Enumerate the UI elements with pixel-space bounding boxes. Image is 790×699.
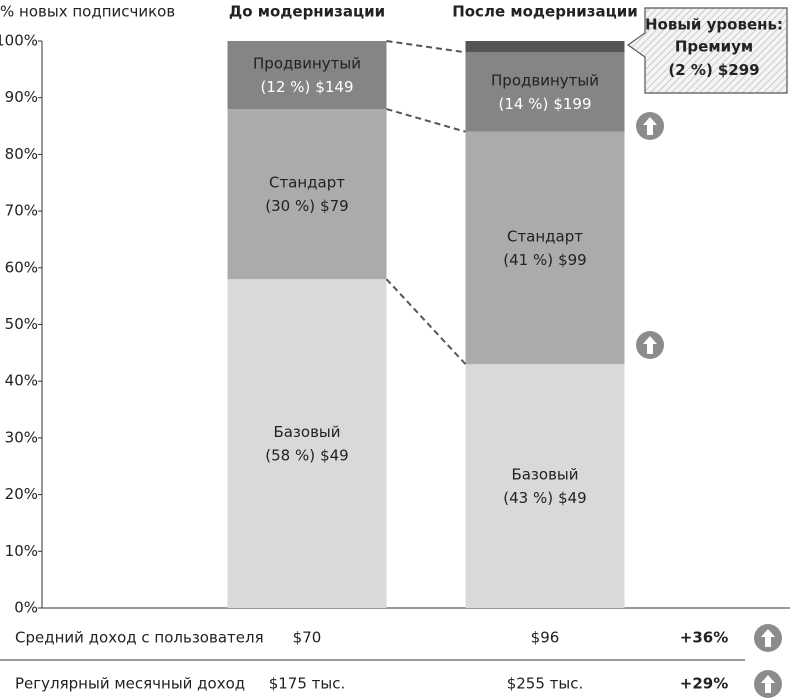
up-icon (636, 112, 664, 140)
table-cell: Средний доход с пользователя (15, 629, 264, 647)
y-tick-label: 40% (5, 372, 38, 390)
table-cell: $96 (531, 629, 560, 647)
segment-price: $299 (718, 61, 760, 79)
segment-label: (58 %) $49 (265, 446, 348, 464)
table-cell: $255 тыс. (507, 675, 584, 693)
segment-label: (41 %) $99 (503, 250, 586, 268)
callout-annotation: Новый уровень: (645, 16, 783, 34)
segment-price: $79 (320, 197, 349, 215)
connector (386, 40, 466, 54)
bar-segment (465, 131, 625, 365)
segment-value-label: (58 %) (265, 446, 315, 464)
bar-segment (465, 364, 625, 608)
segment-label: (12 %) $149 (261, 78, 354, 96)
connector (386, 108, 466, 133)
y-tick-label: 30% (5, 428, 38, 446)
up-icon (636, 331, 664, 359)
segment-label: (30 %) $79 (265, 197, 348, 215)
table-cell: +29% (680, 675, 728, 693)
segment-value-label: (30 %) (265, 197, 315, 215)
segment-name: Продвинутый (491, 72, 599, 90)
callout-box (626, 7, 788, 94)
segment-value-label: (2 %) (668, 61, 712, 79)
y-tick-label: 70% (5, 202, 38, 220)
segment-name: Продвинутый (253, 55, 361, 73)
segment-label: (43 %) $49 (503, 489, 586, 507)
segment-label: (2 %) $299 (668, 61, 759, 79)
category-label: До модернизации (229, 3, 385, 21)
segment-value-label: (43 %) (503, 489, 553, 507)
segment-name: Стандарт (507, 227, 583, 245)
y-tick-label: 10% (5, 542, 38, 560)
segment-value-label: (12 %) (261, 78, 311, 96)
table-cell: Регулярный месячный доход (15, 675, 245, 693)
y-tick-label: 90% (5, 88, 38, 106)
segment-price: $149 (315, 78, 353, 96)
table-cell: $70 (293, 629, 322, 647)
segment-value-label: (41 %) (503, 250, 553, 268)
y-tick-label: 20% (5, 485, 38, 503)
table-cell: +36% (680, 629, 728, 647)
bar-segment (227, 41, 387, 110)
segment-name: Премиум (675, 38, 753, 56)
segment-price: $49 (558, 489, 587, 507)
bar-segment (227, 279, 387, 608)
bar-segment (465, 52, 625, 132)
table-cell: $175 тыс. (269, 675, 346, 693)
up-icon (754, 670, 782, 698)
connector (385, 278, 467, 365)
y-tick-label: 100% (0, 32, 38, 50)
category-label: После модернизации (452, 3, 638, 21)
bar-segment (465, 41, 625, 53)
segment-label: (14 %) $199 (499, 95, 592, 113)
segment-value-label: (14 %) (499, 95, 549, 113)
y-tick-label: 60% (5, 258, 38, 276)
segment-name: Базовый (273, 423, 340, 441)
y-axis-label: % новых подписчиков (0, 3, 175, 21)
up-icon (754, 624, 782, 652)
segment-price: $199 (553, 95, 591, 113)
segment-name: Базовый (511, 466, 578, 484)
y-tick-label: 80% (5, 145, 38, 163)
y-tick-label: 0% (14, 599, 38, 617)
y-tick-label: 50% (5, 315, 38, 333)
segment-price: $49 (320, 446, 349, 464)
bar-segment (227, 109, 387, 280)
segment-price: $99 (558, 250, 587, 268)
segment-name: Стандарт (269, 174, 345, 192)
